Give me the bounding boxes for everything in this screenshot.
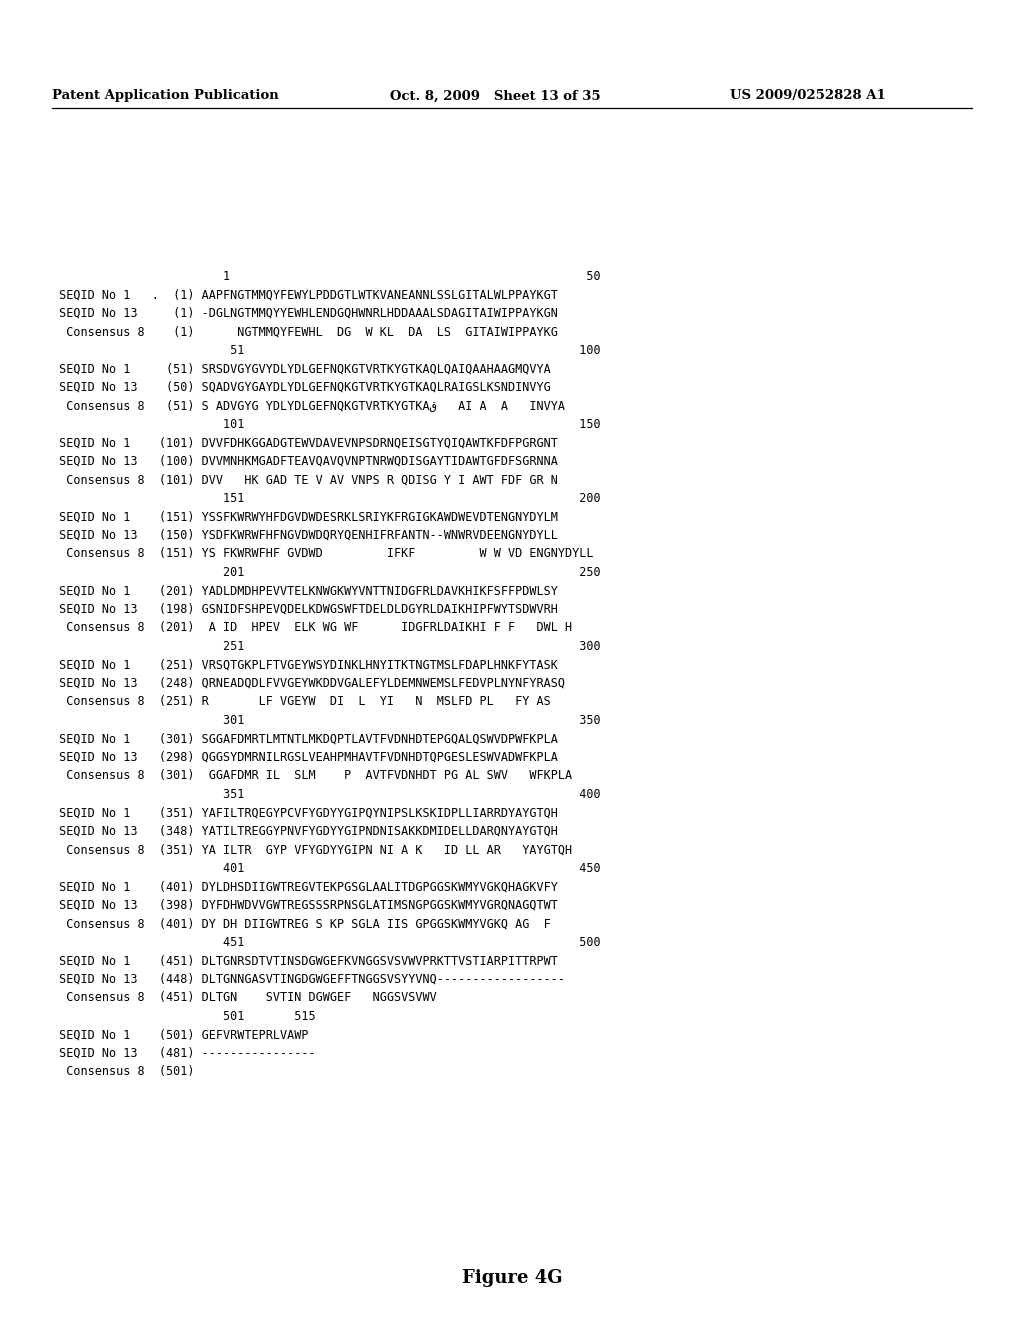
Text: SEQID No 13   (198) GSNIDFSHPEVQDELKDWGSWFTDELDLDGYRLDAIKHIPFWYTSDWVRH: SEQID No 13 (198) GSNIDFSHPEVQDELKDWGSWF… bbox=[52, 603, 558, 616]
Text: 251                                               300: 251 300 bbox=[52, 640, 601, 653]
Text: SEQID No 13   (100) DVVMNHKMGADFTEAVQAVQVNPTNRWQDISGAYTIDAWTGFDFSGRNNA: SEQID No 13 (100) DVVMNHKMGADFTEAVQAVQVN… bbox=[52, 455, 558, 469]
Text: SEQID No 13   (248) QRNEADQDLFVVGEYWKDDVGALEFYLDEMNWEMSLFEDVPLNYNFYRASQ: SEQID No 13 (248) QRNEADQDLFVVGEYWKDDVGA… bbox=[52, 677, 565, 690]
Text: Patent Application Publication: Patent Application Publication bbox=[52, 90, 279, 103]
Text: SEQID No 13   (348) YATILTREGGYPNVFYGDYYGIPNDNISAKKDMIDELLDARQNYAYGTQH: SEQID No 13 (348) YATILTREGGYPNVFYGDYYGI… bbox=[52, 825, 558, 838]
Text: SEQID No 1    (251) VRSQTGKPLFTVGEYWSYDINKLHNYITKTNGTMSLFDAPLHNKFYTASK: SEQID No 1 (251) VRSQTGKPLFTVGEYWSYDINKL… bbox=[52, 659, 558, 672]
Text: 151                                               200: 151 200 bbox=[52, 492, 601, 506]
Text: SEQID No 13     (1) -DGLNGTMMQYYEWHLENDGQHWNRLHDDAAALSDAGITAIWIPPAYKGN: SEQID No 13 (1) -DGLNGTMMQYYEWHLENDGQHWN… bbox=[52, 308, 558, 319]
Text: SEQID No 1    (501) GEFVRWTEPRLVAWP: SEQID No 1 (501) GEFVRWTEPRLVAWP bbox=[52, 1028, 308, 1041]
Text: 301                                               350: 301 350 bbox=[52, 714, 601, 727]
Text: SEQID No 1    (301) SGGAFDMRTLMTNTLMKDQPTLAVTFVDNHDTEPGQALQSWVDPWFKPLA: SEQID No 1 (301) SGGAFDMRTLMTNTLMKDQPTLA… bbox=[52, 733, 558, 746]
Text: 201                                               250: 201 250 bbox=[52, 566, 601, 579]
Text: Consensus 8    (1)      NGTMMQYFEWHL  DG  W KL  DA  LS  GITAIWIPPAYKG: Consensus 8 (1) NGTMMQYFEWHL DG W KL DA … bbox=[52, 326, 558, 338]
Text: SEQID No 13   (298) QGGSYDMRNILRGSLVEAHPMHAVTFVDNHDTQPGESLESWVADWFKPLA: SEQID No 13 (298) QGGSYDMRNILRGSLVEAHPMH… bbox=[52, 751, 558, 764]
Text: 51                                               100: 51 100 bbox=[52, 345, 601, 356]
Text: SEQID No 1    (151) YSSFKWRWYHFDGVDWDESRKLSRIYKFRGIGKAWDWEVDTENGNYDYLM: SEQID No 1 (151) YSSFKWRWYHFDGVDWDESRKLS… bbox=[52, 511, 558, 524]
Text: Consensus 8  (201)  A ID  HPEV  ELK WG WF      IDGFRLDAIKHI F F   DWL H: Consensus 8 (201) A ID HPEV ELK WG WF ID… bbox=[52, 622, 572, 635]
Text: SEQID No 13   (398) DYFDHWDVVGWTREGSSSRPNSGLATIMSNGPGGSKWMYVGRQNAGQTWT: SEQID No 13 (398) DYFDHWDVVGWTREGSSSRPNS… bbox=[52, 899, 558, 912]
Text: SEQID No 13   (481) ----------------: SEQID No 13 (481) ---------------- bbox=[52, 1047, 315, 1060]
Text: 351                                               400: 351 400 bbox=[52, 788, 601, 801]
Text: SEQID No 13   (448) DLTGNNGASVTINGDGWGEFFTNGGSVSYYVNQ------------------: SEQID No 13 (448) DLTGNNGASVTINGDGWGEFFT… bbox=[52, 973, 565, 986]
Text: SEQID No 1    (201) YADLDMDHPEVVTELKNWGKWYVNTTNIDGFRLDAVKHIKFSFFPDWLSY: SEQID No 1 (201) YADLDMDHPEVVTELKNWGKWYV… bbox=[52, 585, 558, 598]
Text: Consensus 8  (251) R       LF VGEYW  DI  L  YI   N  MSLFD PL   FY AS: Consensus 8 (251) R LF VGEYW DI L YI N M… bbox=[52, 696, 551, 709]
Text: 101                                               150: 101 150 bbox=[52, 418, 601, 432]
Text: SEQID No 1   .  (1) AAPFNGTMMQYFEWYLPDDGTLWTKVANEANNLSSLGITALWLPPAYKGT: SEQID No 1 . (1) AAPFNGTMMQYFEWYLPDDGTLW… bbox=[52, 289, 558, 301]
Text: 401                                               450: 401 450 bbox=[52, 862, 601, 875]
Text: Consensus 8  (351) YA ILTR  GYP VFYGDYYGIPN NI A K   ID LL AR   YAYGTQH: Consensus 8 (351) YA ILTR GYP VFYGDYYGIP… bbox=[52, 843, 572, 857]
Text: 501       515: 501 515 bbox=[52, 1010, 315, 1023]
Text: SEQID No 13   (150) YSDFKWRWFHFNGVDWDQRYQENHIFRFANTN--WNWRVDEENGNYDYLL: SEQID No 13 (150) YSDFKWRWFHFNGVDWDQRYQE… bbox=[52, 529, 558, 543]
Text: Consensus 8   (51) S ADVGYG YDLYDLGEFNQKGTVRTKYGTKAق   AI A  A   INVYA: Consensus 8 (51) S ADVGYG YDLYDLGEFNQKGT… bbox=[52, 400, 565, 412]
Text: SEQID No 1    (101) DVVFDHKGGADGTEWVDAVEVNPSDRNQEISGTYQIQAWTKFDFPGRGNT: SEQID No 1 (101) DVVFDHKGGADGTEWVDAVEVNP… bbox=[52, 437, 558, 450]
Text: Consensus 8  (501): Consensus 8 (501) bbox=[52, 1065, 195, 1078]
Text: 451                                               500: 451 500 bbox=[52, 936, 601, 949]
Text: Consensus 8  (401) DY DH DIIGWTREG S KP SGLA IIS GPGGSKWMYVGKQ AG  F: Consensus 8 (401) DY DH DIIGWTREG S KP S… bbox=[52, 917, 551, 931]
Text: SEQID No 1     (51) SRSDVGYGVYDLYDLGEFNQKGTVRTKYGTKAQLQAIQAAHAAGMQVYA: SEQID No 1 (51) SRSDVGYGVYDLYDLGEFNQKGTV… bbox=[52, 363, 551, 375]
Text: Figure 4G: Figure 4G bbox=[462, 1269, 562, 1287]
Text: SEQID No 13    (50) SQADVGYGAYDLYDLGEFNQKGTVRTKYGTKAQLRAIGSLKSNDINVYG: SEQID No 13 (50) SQADVGYGAYDLYDLGEFNQKGT… bbox=[52, 381, 551, 393]
Text: Consensus 8  (301)  GGAFDMR IL  SLM    P  AVTFVDNHDT PG AL SWV   WFKPLA: Consensus 8 (301) GGAFDMR IL SLM P AVTFV… bbox=[52, 770, 572, 783]
Text: Consensus 8  (451) DLTGN    SVTIN DGWGEF   NGGSVSVWV: Consensus 8 (451) DLTGN SVTIN DGWGEF NGG… bbox=[52, 991, 437, 1005]
Text: Consensus 8  (151) YS FKWRWFHF GVDWD         IFKF         W W VD ENGNYDYLL: Consensus 8 (151) YS FKWRWFHF GVDWD IFKF… bbox=[52, 548, 594, 561]
Text: 1                                                  50: 1 50 bbox=[52, 271, 601, 282]
Text: Consensus 8  (101) DVV   HK GAD TE V AV VNPS R QDISG Y I AWT FDF GR N: Consensus 8 (101) DVV HK GAD TE V AV VNP… bbox=[52, 474, 558, 487]
Text: SEQID No 1    (401) DYLDHSDIIGWTREGVTEKPGSGLAALITDGPGGSKWMYVGKQHAGKVFY: SEQID No 1 (401) DYLDHSDIIGWTREGVTEKPGSG… bbox=[52, 880, 558, 894]
Text: Oct. 8, 2009   Sheet 13 of 35: Oct. 8, 2009 Sheet 13 of 35 bbox=[390, 90, 601, 103]
Text: US 2009/0252828 A1: US 2009/0252828 A1 bbox=[730, 90, 886, 103]
Text: SEQID No 1    (351) YAFILTRQEGYPCVFYGDYYGIPQYNIPSLKSKIDPLLIARRDYAYGTQH: SEQID No 1 (351) YAFILTRQEGYPCVFYGDYYGIP… bbox=[52, 807, 558, 820]
Text: SEQID No 1    (451) DLTGNRSDTVTINSDGWGEFKVNGGSVSVWVPRKTTVSTIARPITTRPWT: SEQID No 1 (451) DLTGNRSDTVTINSDGWGEFKVN… bbox=[52, 954, 558, 968]
